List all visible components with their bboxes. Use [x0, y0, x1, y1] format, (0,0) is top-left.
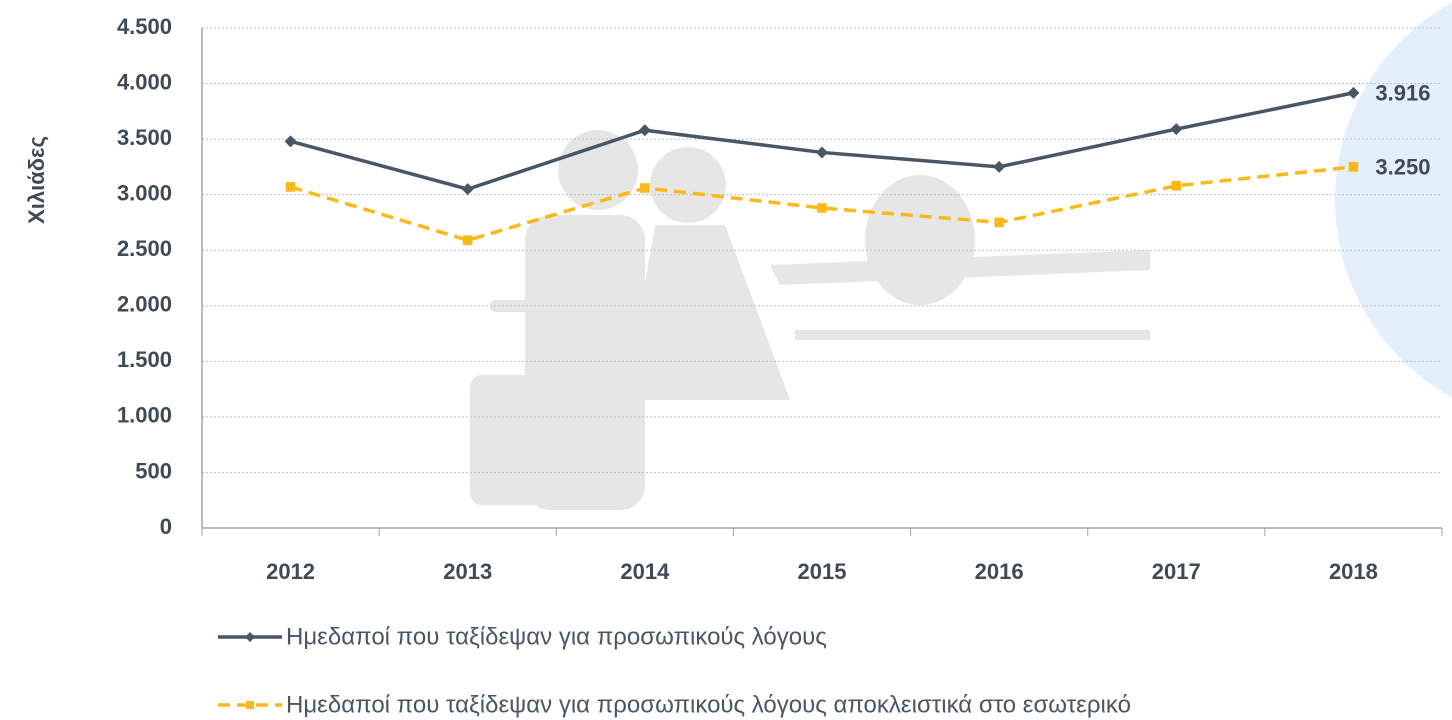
y-axis-title: Χιλιάδες [24, 136, 49, 224]
data-point [1347, 86, 1360, 99]
x-tick-label: 2014 [620, 559, 670, 584]
y-tick-label: 4.000 [117, 69, 172, 94]
y-tick-label: 3.500 [117, 125, 172, 150]
data-point [284, 135, 297, 148]
legend-marker [246, 701, 254, 709]
legend-marker [245, 632, 255, 642]
y-tick-label: 0 [160, 514, 172, 539]
legend-label: Ημεδαποί που ταξίδεψαν για προσωπικούς λ… [286, 623, 827, 650]
x-tick-label: 2017 [1152, 559, 1201, 584]
data-point [817, 203, 827, 213]
y-tick-label: 2.500 [117, 236, 172, 261]
data-point [461, 183, 474, 196]
data-point [638, 124, 651, 137]
data-point [993, 160, 1006, 173]
background-illustration [470, 130, 1150, 510]
data-point [640, 183, 650, 193]
y-tick-label: 500 [135, 458, 172, 483]
data-point [994, 217, 1004, 228]
data-point [1170, 123, 1183, 136]
data-label: 3.916 [1375, 81, 1430, 106]
data-point [816, 146, 828, 159]
y-tick-label: 4.500 [117, 14, 172, 39]
data-point [462, 235, 473, 246]
x-tick-label: 2015 [798, 559, 847, 584]
y-tick-label: 3.000 [117, 180, 172, 205]
x-tick-label: 2018 [1329, 559, 1378, 584]
y-tick-label: 1.500 [117, 347, 172, 372]
x-tick-label: 2012 [266, 559, 315, 584]
x-tick-label: 2013 [443, 559, 492, 584]
background-circle [1335, 2, 1452, 398]
data-point [285, 182, 296, 192]
legend-label: Ημεδαποί που ταξίδεψαν για προσωπικούς λ… [286, 691, 1131, 718]
data-point [1171, 180, 1182, 191]
data-label: 3.250 [1375, 155, 1430, 180]
y-tick-label: 1.000 [117, 403, 172, 428]
series-line [290, 91, 1354, 191]
data-point [1348, 162, 1359, 172]
y-tick-label: 2.000 [117, 292, 172, 317]
x-tick-label: 2016 [975, 559, 1024, 584]
